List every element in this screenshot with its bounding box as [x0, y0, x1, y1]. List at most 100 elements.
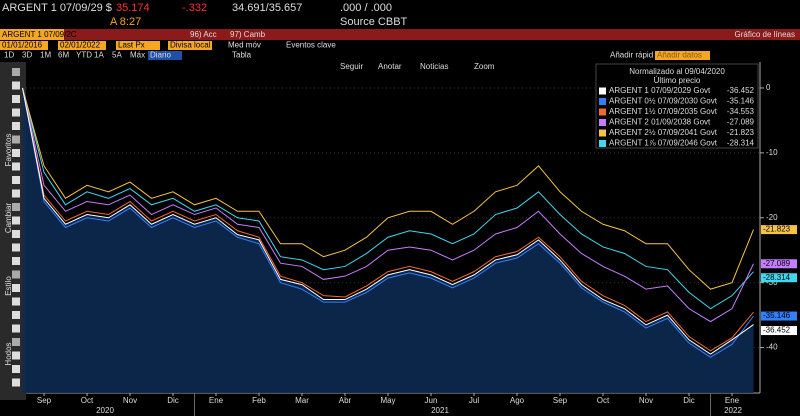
- x-tick-label: Dic: [167, 396, 179, 405]
- tool-icon[interactable]: [12, 216, 20, 225]
- end-label-box: [761, 273, 797, 283]
- yield: .000 / .000: [340, 2, 392, 14]
- menu-acc[interactable]: 96) Acc: [190, 30, 217, 39]
- side-label: Hodos: [4, 342, 13, 365]
- area: [22, 87, 754, 393]
- chart-tool[interactable]: Zoom: [474, 62, 495, 71]
- tool-icon[interactable]: [12, 230, 20, 238]
- tool-icon[interactable]: [12, 203, 20, 211]
- legend-value: -28.314: [727, 139, 755, 148]
- tool-icon[interactable]: [12, 311, 20, 319]
- add-data-box[interactable]: [655, 51, 710, 60]
- tool-icon[interactable]: [12, 324, 20, 333]
- bid-ask: 34.691/35.657: [232, 2, 302, 14]
- chart-kind: Gráfico de líneas: [735, 30, 795, 39]
- tool-icon[interactable]: [12, 243, 20, 252]
- period[interactable]: 1A: [94, 51, 104, 60]
- tool-icon[interactable]: [12, 135, 20, 144]
- legend-value: -34.553: [727, 107, 755, 116]
- tool-icon[interactable]: [12, 284, 20, 292]
- tool-icon[interactable]: [12, 351, 20, 360]
- legend-subtitle: Último precio: [654, 76, 701, 85]
- y-tick-label: -30: [766, 278, 778, 287]
- y-tick-label: 0: [766, 83, 771, 92]
- legend-entry: ARGENT 1½ 07/09/2035 Govt: [609, 107, 718, 116]
- x-tick-label: Ene: [209, 396, 224, 405]
- period[interactable]: 3D: [22, 51, 32, 60]
- add-data: Añadir datos: [657, 51, 702, 60]
- period[interactable]: 1D: [4, 51, 14, 60]
- tool-icon[interactable]: [12, 365, 20, 373]
- period[interactable]: 6M: [58, 51, 69, 60]
- moving-avg[interactable]: Med móv: [228, 41, 261, 50]
- legend-value: -35.146: [727, 97, 755, 106]
- legend-swatch: [599, 98, 606, 105]
- tool-icon[interactable]: [12, 176, 20, 184]
- chart-tool[interactable]: Anotar: [378, 62, 402, 71]
- legend-entry: ARGENT 2½ 07/09/2041 Govt: [609, 128, 718, 137]
- quick-add[interactable]: Añadir rápid: [610, 51, 653, 60]
- legend-entry: ARGENT 2 01/09/2038 Govt: [609, 118, 711, 127]
- start-box[interactable]: [0, 41, 48, 50]
- tool-icon[interactable]: [12, 378, 20, 387]
- period[interactable]: Máx: [130, 51, 145, 60]
- legend-value: -27.089: [727, 118, 755, 127]
- field-box[interactable]: [116, 41, 160, 50]
- security-input[interactable]: [0, 29, 64, 40]
- legend-entry: ARGENT 0½ 07/09/2030 Govt: [609, 97, 718, 106]
- x-tick-label: Jul: [469, 396, 479, 405]
- events[interactable]: Eventos clave: [286, 41, 336, 50]
- frequency-box[interactable]: [148, 51, 182, 60]
- end-label-box: [761, 311, 797, 321]
- end-box[interactable]: [58, 41, 106, 50]
- frequency: Diario: [150, 51, 171, 60]
- tool-icon[interactable]: [12, 68, 20, 76]
- start-date: 01/01/2016: [2, 41, 43, 50]
- legend-value: -21.823: [727, 128, 755, 137]
- tool-icon[interactable]: [12, 270, 20, 279]
- end-label: -35.146: [763, 311, 791, 320]
- chart-tool[interactable]: Noticias: [420, 62, 448, 71]
- ticker: ARGENT 1 07/09/29 $: [2, 2, 112, 14]
- legend-entry: ARGENT 1 07/09/2029 Govt: [609, 86, 711, 95]
- legend-swatch: [599, 140, 606, 147]
- end-label: -28.314: [763, 273, 791, 282]
- x-tick-label: Ene: [725, 396, 740, 405]
- series-line: [22, 87, 754, 310]
- x-tick-label: May: [380, 396, 395, 405]
- tool-icon[interactable]: [12, 162, 20, 171]
- series-line: [22, 87, 754, 290]
- tool-icon[interactable]: [12, 189, 20, 198]
- command-bar: [0, 29, 800, 40]
- year-label: 2020: [96, 406, 114, 415]
- chart-tool[interactable]: Seguir: [340, 62, 363, 71]
- currency-box[interactable]: [168, 41, 212, 50]
- tool-icon[interactable]: [12, 81, 20, 90]
- series-line: [22, 87, 754, 358]
- x-tick-label: Sep: [553, 396, 568, 405]
- tool-icon[interactable]: [12, 108, 20, 117]
- menu-camb[interactable]: 97) Camb: [230, 30, 266, 39]
- tool-icon[interactable]: [12, 95, 20, 103]
- year-label: 2021: [431, 406, 449, 415]
- x-tick-label: Ago: [510, 396, 525, 405]
- tool-icon[interactable]: [12, 297, 20, 306]
- y-tick-label: -40: [766, 343, 778, 352]
- table[interactable]: Tabla: [232, 51, 252, 60]
- tool-icon[interactable]: [12, 149, 20, 157]
- end-label-box: [761, 326, 797, 336]
- period[interactable]: 1M: [40, 51, 51, 60]
- legend-box: [595, 63, 759, 149]
- x-tick-label: Oct: [81, 396, 94, 405]
- period[interactable]: 5A: [112, 51, 122, 60]
- tool-icon[interactable]: [12, 257, 20, 265]
- legend-value: -36.452: [727, 86, 755, 95]
- legend-entry: ARGENT 1⅞ 07/09/2046 Govt: [609, 139, 718, 148]
- change: -.332: [182, 2, 207, 14]
- tool-icon[interactable]: [12, 338, 20, 346]
- period[interactable]: YTD: [76, 51, 92, 60]
- tool-icon[interactable]: [12, 122, 20, 130]
- x-tick-label: Abr: [339, 396, 352, 405]
- end-label-box: [761, 259, 797, 269]
